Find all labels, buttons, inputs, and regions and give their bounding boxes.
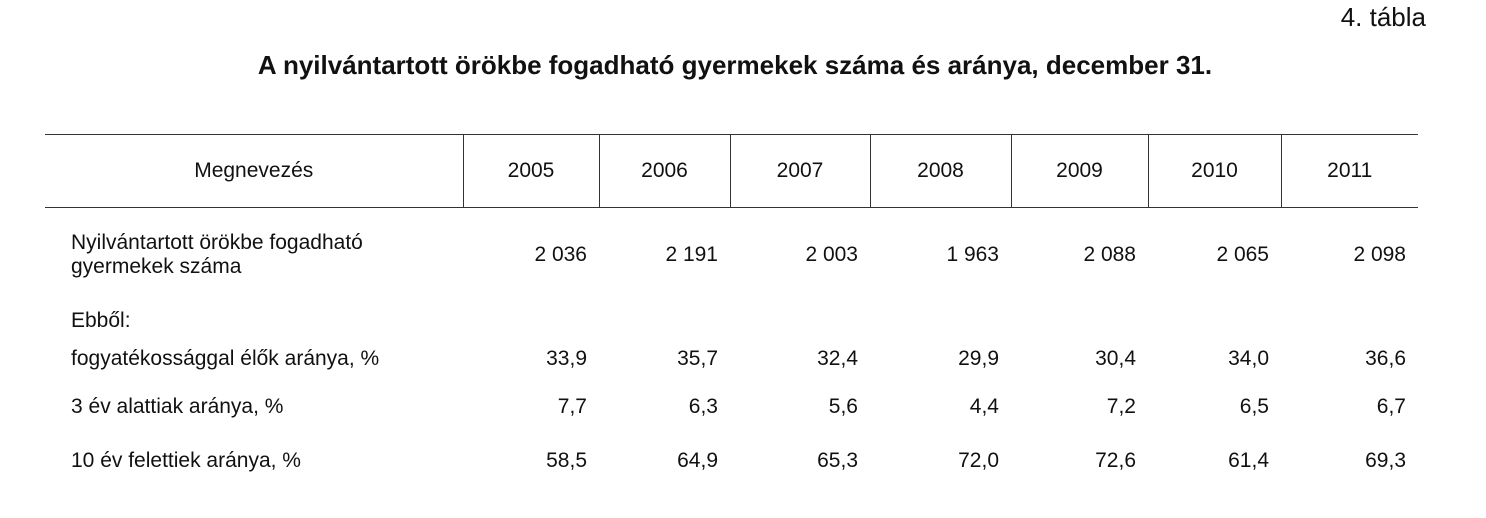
row-label: Nyilvántartott örökbe fogadható gyermekek…	[45, 208, 463, 302]
value-cell	[730, 302, 870, 340]
value-cell: 7,7	[557, 394, 587, 418]
value-cell: 69,3	[1365, 448, 1406, 472]
value-cell: 32,4	[817, 346, 858, 370]
value-cell: 72,6	[1095, 448, 1136, 472]
value-cell	[870, 302, 1011, 340]
value-cell: 7,2	[1106, 394, 1136, 418]
header-cell: 2007	[729, 134, 870, 208]
row-label-line: Nyilvántartott örökbe fogadható	[71, 230, 363, 254]
value-cell: 1 963	[946, 242, 999, 266]
header-cell: 2010	[1147, 134, 1281, 208]
value-cell: 72,0	[958, 448, 999, 472]
value-cell: 36,6	[1365, 346, 1406, 370]
value-cell: 4,4	[969, 394, 999, 418]
row-label: fogyatékossággal élők aránya, %	[71, 346, 380, 370]
header-cell: 2006	[598, 134, 730, 208]
table-row: 10 év felettiek aránya, % 58,5 64,9 65,3 72,…	[45, 436, 1418, 486]
value-cell: 58,5	[546, 448, 587, 472]
value-cell: 35,7	[677, 346, 718, 370]
table-title: A nyilvántartott örökbe fogadható gyerme…	[257, 50, 1213, 80]
row-label: 10 év felettiek aránya, %	[71, 448, 301, 472]
table-number: 4. tábla	[1340, 2, 1426, 32]
value-cell: 34,0	[1228, 346, 1269, 370]
value-cell: 33,9	[546, 346, 587, 370]
header-cell: 2009	[1010, 134, 1148, 208]
value-cell: 2 036	[534, 242, 587, 266]
value-cell: 5,6	[828, 394, 858, 418]
table-row: Nyilvántartott örökbe fogadható gyermekek…	[45, 208, 1418, 302]
header-cell: Megnevezés	[45, 134, 463, 208]
value-cell: 6,5	[1239, 394, 1269, 418]
value-cell	[463, 302, 599, 340]
value-cell: 30,4	[1095, 346, 1136, 370]
value-cell: 29,9	[958, 346, 999, 370]
row-label: Ebből:	[71, 308, 131, 332]
value-cell: 64,9	[677, 448, 718, 472]
header-cell: 2011	[1280, 134, 1418, 208]
value-cell: 2 003	[805, 242, 858, 266]
header-cell: 2008	[869, 134, 1011, 208]
value-cell: 2 065	[1216, 242, 1269, 266]
data-table: Megnevezés 2005 2006 2007 2008 2009 2010…	[45, 134, 1418, 486]
value-cell: 61,4	[1228, 448, 1269, 472]
value-cell: 2 191	[665, 242, 718, 266]
table-row: Ebből:	[45, 302, 1418, 340]
table-row: fogyatékossággal élők aránya, % 33,9 35,7 3…	[45, 340, 1418, 378]
value-cell: 6,3	[688, 394, 718, 418]
value-cell: 6,7	[1376, 394, 1406, 418]
value-cell	[599, 302, 730, 340]
row-label-line: gyermekek száma	[71, 254, 242, 278]
row-label: 3 év alattiak aránya, %	[71, 394, 284, 418]
value-cell	[1281, 302, 1418, 340]
value-cell	[1011, 302, 1148, 340]
header-row: Megnevezés 2005 2006 2007 2008 2009 2010…	[45, 134, 1418, 208]
header-cell: 2005	[462, 134, 599, 208]
value-cell: 65,3	[817, 448, 858, 472]
value-cell	[1148, 302, 1281, 340]
table-row: 3 év alattiak aránya, % 7,7 6,3 5,6 4,4 7,2 6,…	[45, 378, 1418, 436]
value-cell: 2 088	[1083, 242, 1136, 266]
value-cell: 2 098	[1353, 242, 1406, 266]
